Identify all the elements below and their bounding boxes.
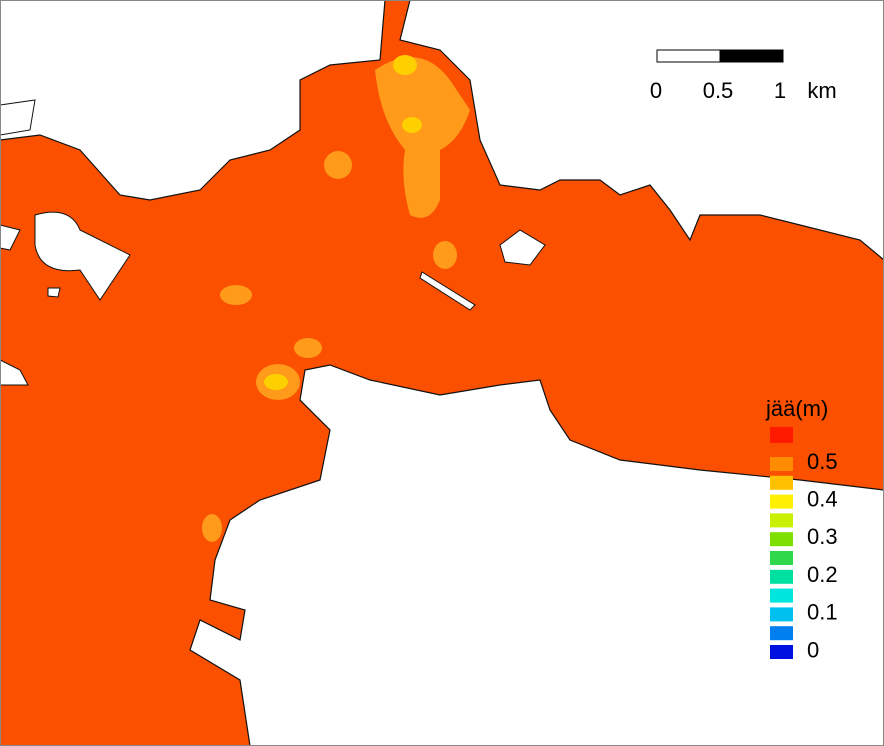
legend-label: 0.1 <box>807 600 838 625</box>
legend-swatch <box>770 457 793 471</box>
legend-label: 0.2 <box>807 562 838 587</box>
legend-swatch <box>770 551 793 565</box>
scale-label: 1 <box>774 78 786 103</box>
legend-swatch <box>770 475 793 490</box>
legend-label: 0.5 <box>807 449 838 474</box>
thin-ice-patches <box>202 57 470 542</box>
legend-swatch <box>770 532 793 547</box>
scale-unit: km <box>807 78 836 103</box>
very-thin-ice-patches <box>264 55 422 390</box>
scale-bar: 0 0.5 1 km <box>650 49 837 103</box>
legend: 0.5 0.4 0.3 0.2 0.1 0 <box>770 427 838 662</box>
scale-label: 0 <box>650 78 662 103</box>
legend-title: jää(m) <box>765 396 828 421</box>
scale-segment <box>656 49 721 63</box>
legend-swatch <box>770 427 793 443</box>
legend-swatch <box>770 626 793 641</box>
legend-swatch <box>770 607 793 622</box>
legend-swatch <box>770 513 793 528</box>
scale-segment <box>719 49 784 63</box>
legend-swatch <box>770 494 793 509</box>
islands <box>0 99 546 386</box>
legend-label: 0.4 <box>807 487 838 512</box>
legend-label: 0.3 <box>807 524 838 549</box>
legend-swatch <box>770 569 793 584</box>
scale-label: 0.5 <box>703 78 734 103</box>
legend-swatch <box>770 588 793 603</box>
legend-swatch <box>770 645 793 659</box>
legend-label: 0 <box>807 637 819 662</box>
